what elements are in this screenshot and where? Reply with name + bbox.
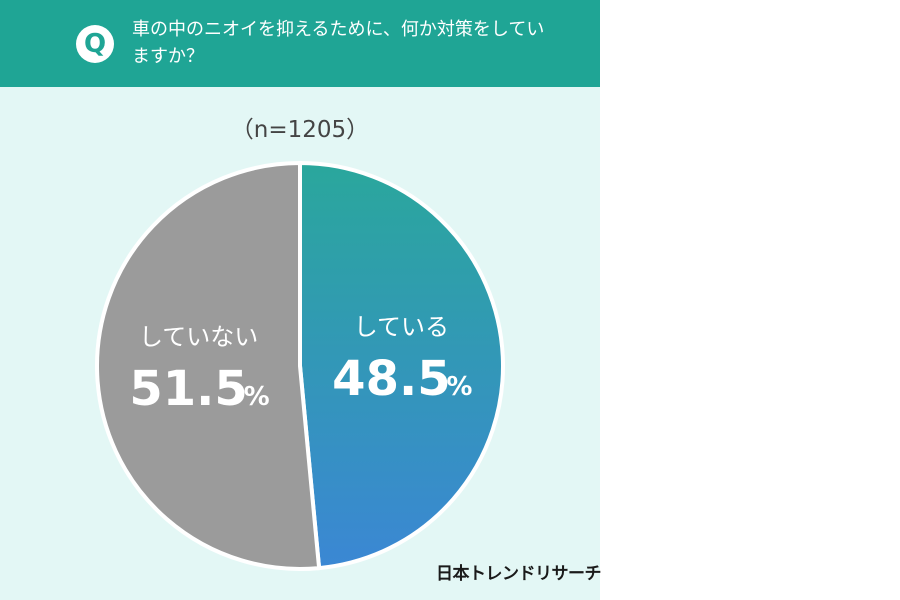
question-text: 車の中のニオイを抑えるために、何か対策をしていますか？ <box>132 19 545 67</box>
brand-logo: 日本トレンドリサーチ <box>436 564 602 584</box>
pie-slice-yes <box>298 160 505 571</box>
pie-chart: している 48.5% していない 51.5% <box>95 160 505 571</box>
slice-label-1: していない <box>139 323 258 351</box>
slice-unit-1: % <box>244 382 270 412</box>
slice-label-0: している <box>354 313 449 341</box>
slice-value-1: 51.5 <box>129 361 247 417</box>
q-badge-icon: Q <box>76 25 114 63</box>
slice-unit-0: % <box>446 372 472 402</box>
question-header: Q 車の中のニオイを抑えるために、何か対策をしていますか？ <box>0 0 600 87</box>
slice-value-0: 48.5 <box>332 351 450 407</box>
sample-size: （n=1205） <box>230 117 370 143</box>
pie-slice-no <box>95 160 322 571</box>
